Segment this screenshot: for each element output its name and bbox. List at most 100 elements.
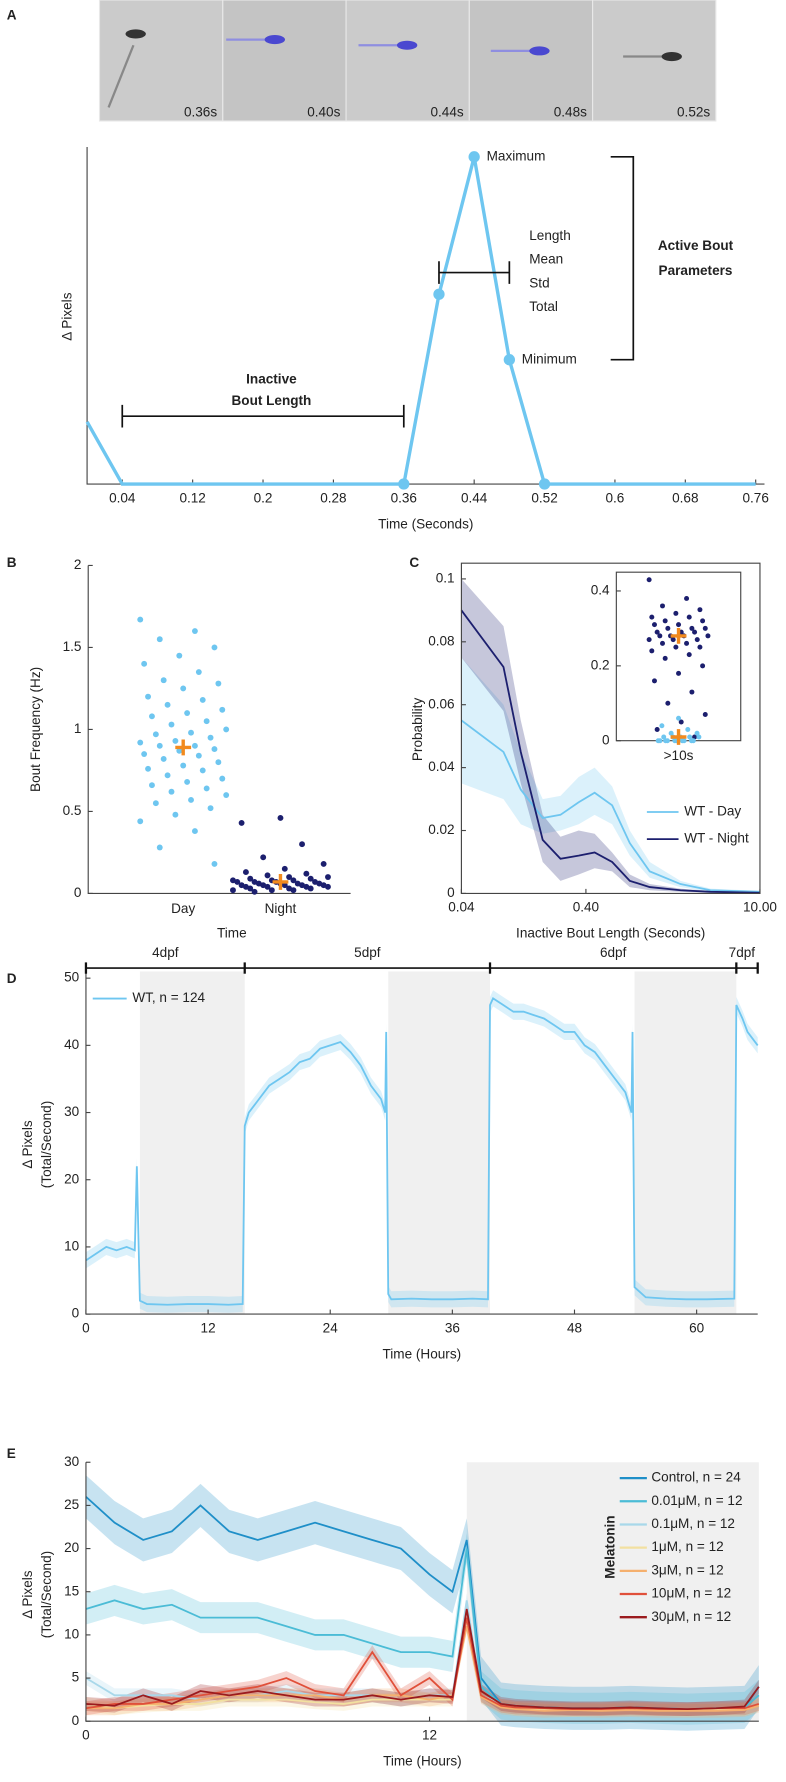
legend-label: 0.01μM, n = 12 (651, 1493, 742, 1508)
data-point (207, 734, 214, 741)
panel-label: B (7, 555, 17, 570)
day-label: 7dpf (729, 945, 756, 960)
legend-label: 0.1μM, n = 12 (651, 1516, 735, 1531)
panel-label: C (409, 555, 419, 570)
error-band (85, 1533, 759, 1725)
day-label: 6dpf (600, 945, 627, 960)
annotation: Length (529, 228, 570, 243)
data-point (145, 693, 151, 700)
data-point (689, 625, 695, 631)
panel-label: E (7, 1446, 16, 1461)
panel-label: A (7, 7, 17, 22)
night-shade (388, 971, 491, 1315)
data-point (211, 746, 218, 753)
data-point (195, 669, 202, 675)
annotation: Mean (529, 252, 563, 267)
data-point (247, 885, 254, 892)
y-tick-label: 0 (74, 885, 82, 900)
x-tick-label: 48 (567, 1320, 582, 1335)
y-tick-label: 1 (74, 721, 82, 736)
x-tick-label: 0.04 (109, 490, 136, 505)
y-axis-label: Probability (410, 698, 425, 762)
y-tick-label: 0.06 (428, 696, 454, 711)
data-point (281, 865, 288, 872)
data-point (141, 751, 148, 757)
y-tick-label: 0.08 (428, 633, 454, 648)
data-point (188, 797, 194, 803)
fish-body (661, 52, 682, 62)
mean-marker (272, 874, 289, 890)
data-point (238, 819, 245, 826)
y-tick-label: 0.02 (428, 822, 454, 837)
axis-line (87, 565, 351, 894)
legend-label: WT, n = 124 (132, 990, 205, 1005)
y-axis-label: Δ Pixels (20, 1570, 35, 1618)
data-point (251, 888, 258, 895)
data-point (503, 354, 516, 366)
legend-label: WT - Night (684, 831, 749, 846)
data-point (160, 756, 167, 762)
axis-line (615, 571, 742, 742)
y-tick-label: 0.04 (428, 759, 455, 774)
data-point (678, 719, 684, 725)
data-point (191, 628, 198, 634)
data-point (137, 818, 144, 825)
legend-label: WT - Day (684, 804, 741, 819)
data-point (199, 696, 206, 703)
data-point (684, 640, 690, 646)
data-point (694, 637, 700, 643)
data-point (646, 577, 652, 583)
data-point (661, 734, 667, 740)
bracket (438, 261, 511, 284)
fish-body (264, 35, 285, 45)
data-point (325, 874, 331, 880)
x-tick-label: >10s (664, 748, 694, 763)
data-point (290, 877, 297, 884)
legend-label: 30μM, n = 12 (651, 1609, 731, 1624)
data-point (176, 652, 183, 659)
data-point (156, 742, 163, 749)
bracket (610, 155, 635, 361)
data-point (260, 854, 267, 861)
x-axis-label: Time (217, 926, 247, 941)
video-frame (592, 0, 717, 122)
data-line (85, 997, 759, 1306)
data-point (168, 788, 175, 795)
data-point (184, 710, 191, 716)
data-point (660, 603, 665, 609)
mean-marker (670, 627, 687, 644)
data-point (538, 478, 551, 490)
data-point (307, 875, 314, 882)
x-tick-label: 0.36 (391, 490, 417, 505)
data-point (168, 721, 175, 728)
data-point (188, 729, 194, 736)
y-tick-label: 2 (74, 557, 82, 572)
x-tick-label: 0.52 (531, 490, 557, 505)
data-point (700, 618, 706, 624)
annotation: Minimum (522, 351, 577, 366)
data-point (203, 718, 210, 725)
data-point (705, 633, 711, 639)
frame-label: 0.36s (184, 105, 217, 120)
x-tick-label: 0.12 (179, 490, 205, 505)
data-point (681, 738, 687, 744)
y-tick-label: 0.2 (591, 657, 610, 672)
data-point (164, 772, 171, 779)
data-line (85, 156, 756, 486)
mean-marker (670, 729, 687, 745)
data-point (651, 678, 657, 684)
y-axis-label: (Total/Second) (39, 1551, 54, 1638)
annotation: Inactive (246, 372, 297, 387)
data-point (149, 782, 155, 789)
error-band (461, 657, 760, 893)
x-tick-label: 0.6 (606, 490, 625, 505)
video-frame (222, 0, 347, 122)
data-point (156, 844, 163, 851)
data-point (180, 762, 187, 769)
data-point (651, 622, 657, 628)
day-label: 4dpf (152, 945, 179, 960)
data-point (665, 625, 671, 631)
data-point (164, 701, 171, 708)
